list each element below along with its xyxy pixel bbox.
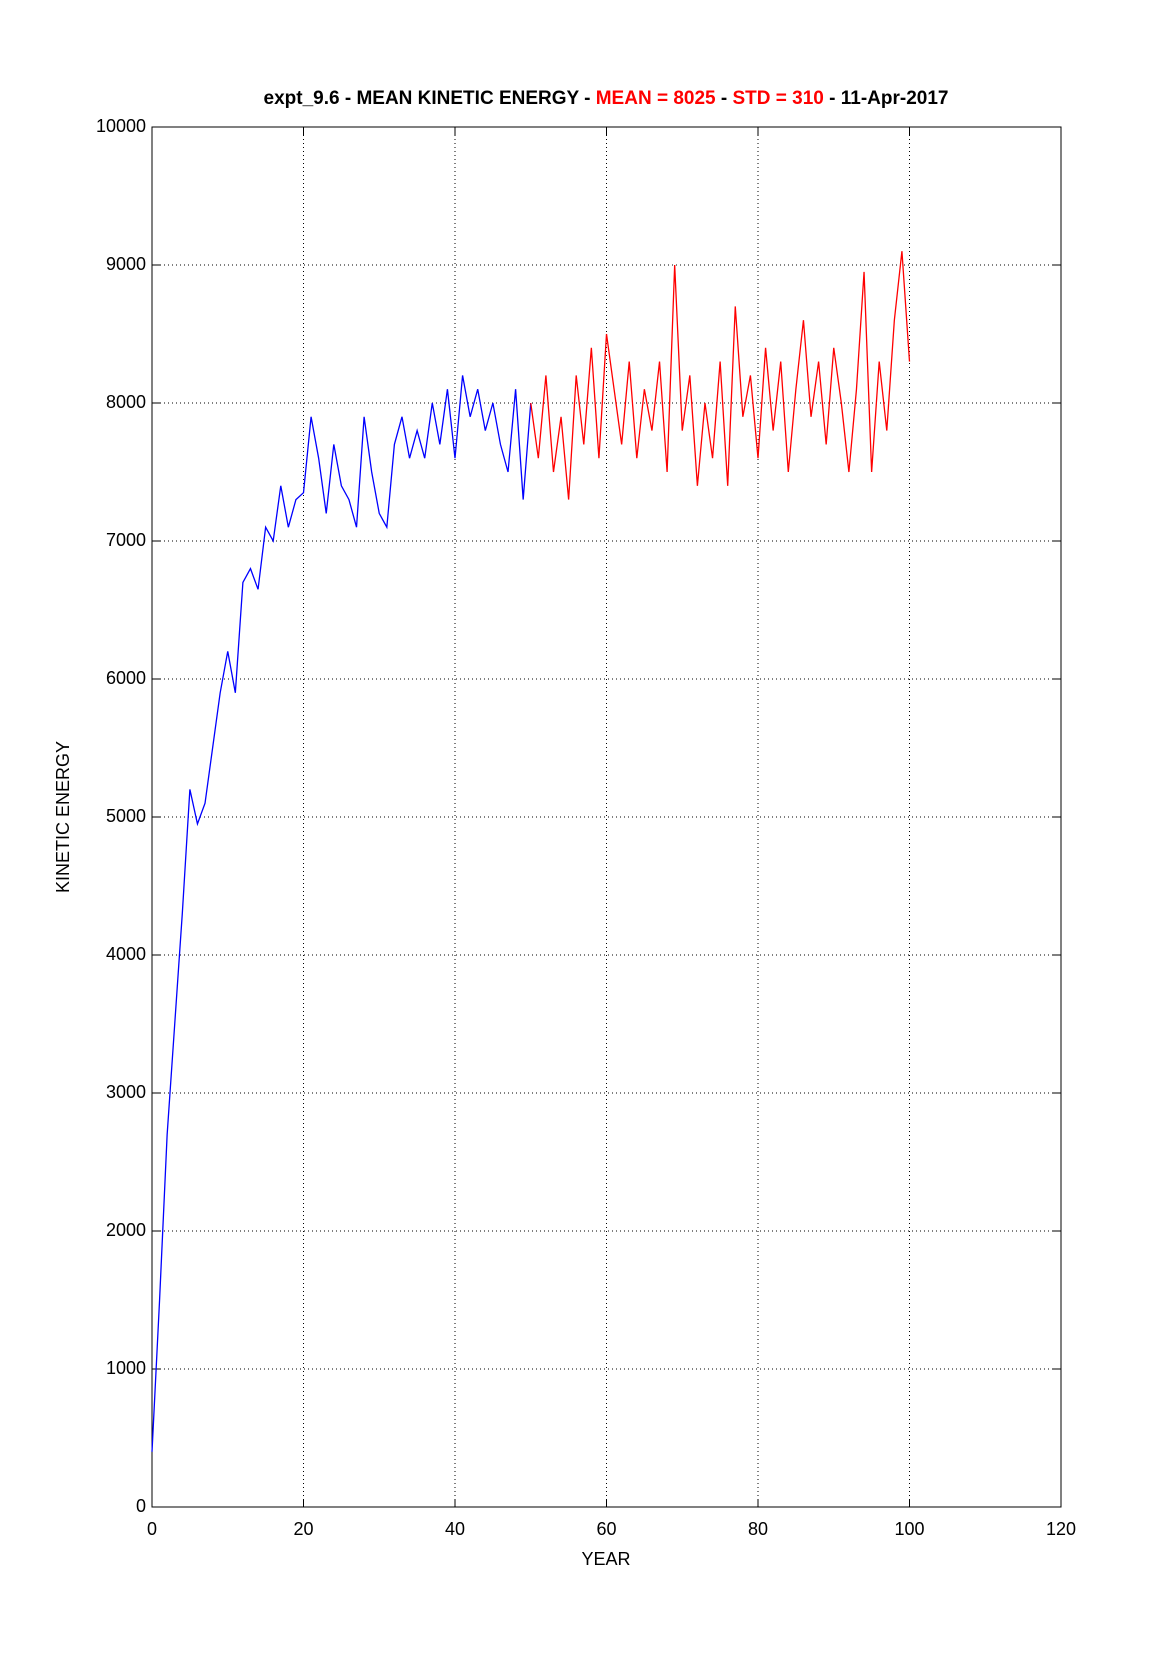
y-tick-label: 8000 — [106, 392, 146, 412]
y-tick-label: 6000 — [106, 668, 146, 688]
y-tick-label: 4000 — [106, 944, 146, 964]
y-tick-label: 0 — [136, 1496, 146, 1516]
title-segment: STD = 310 — [733, 88, 824, 109]
x-tick-label: 60 — [596, 1519, 616, 1539]
x-tick-label: 0 — [147, 1519, 157, 1539]
chart-title: expt_9.6 - MEAN KINETIC ENERGY - MEAN = … — [264, 88, 949, 109]
plot-frame — [151, 126, 1062, 1508]
title-segment: - 11-Apr-2017 — [824, 88, 949, 109]
x-tick-label: 80 — [748, 1519, 768, 1539]
x-tick-label: 20 — [293, 1519, 313, 1539]
y-axis-label: KINETIC ENERGY — [53, 741, 73, 893]
x-tick-label: 120 — [1046, 1519, 1076, 1539]
x-tick-label: 100 — [894, 1519, 924, 1539]
y-tick-label: 7000 — [106, 530, 146, 550]
x-tick-label: 40 — [445, 1519, 465, 1539]
y-tick-label: 9000 — [106, 254, 146, 274]
title-segment: - — [716, 88, 733, 109]
y-tick-label: 1000 — [106, 1358, 146, 1378]
data-line — [151, 375, 532, 1452]
title-segment: MEAN = 8025 — [596, 88, 716, 109]
y-tick-label: 3000 — [106, 1082, 146, 1102]
y-tick-label: 2000 — [106, 1220, 146, 1240]
y-tick-label: 10000 — [96, 116, 146, 136]
data-line — [530, 251, 911, 500]
y-tick-label: 5000 — [106, 806, 146, 826]
x-axis-label: YEAR — [581, 1549, 630, 1569]
title-segment: expt_9.6 - MEAN KINETIC ENERGY - — [264, 88, 596, 109]
